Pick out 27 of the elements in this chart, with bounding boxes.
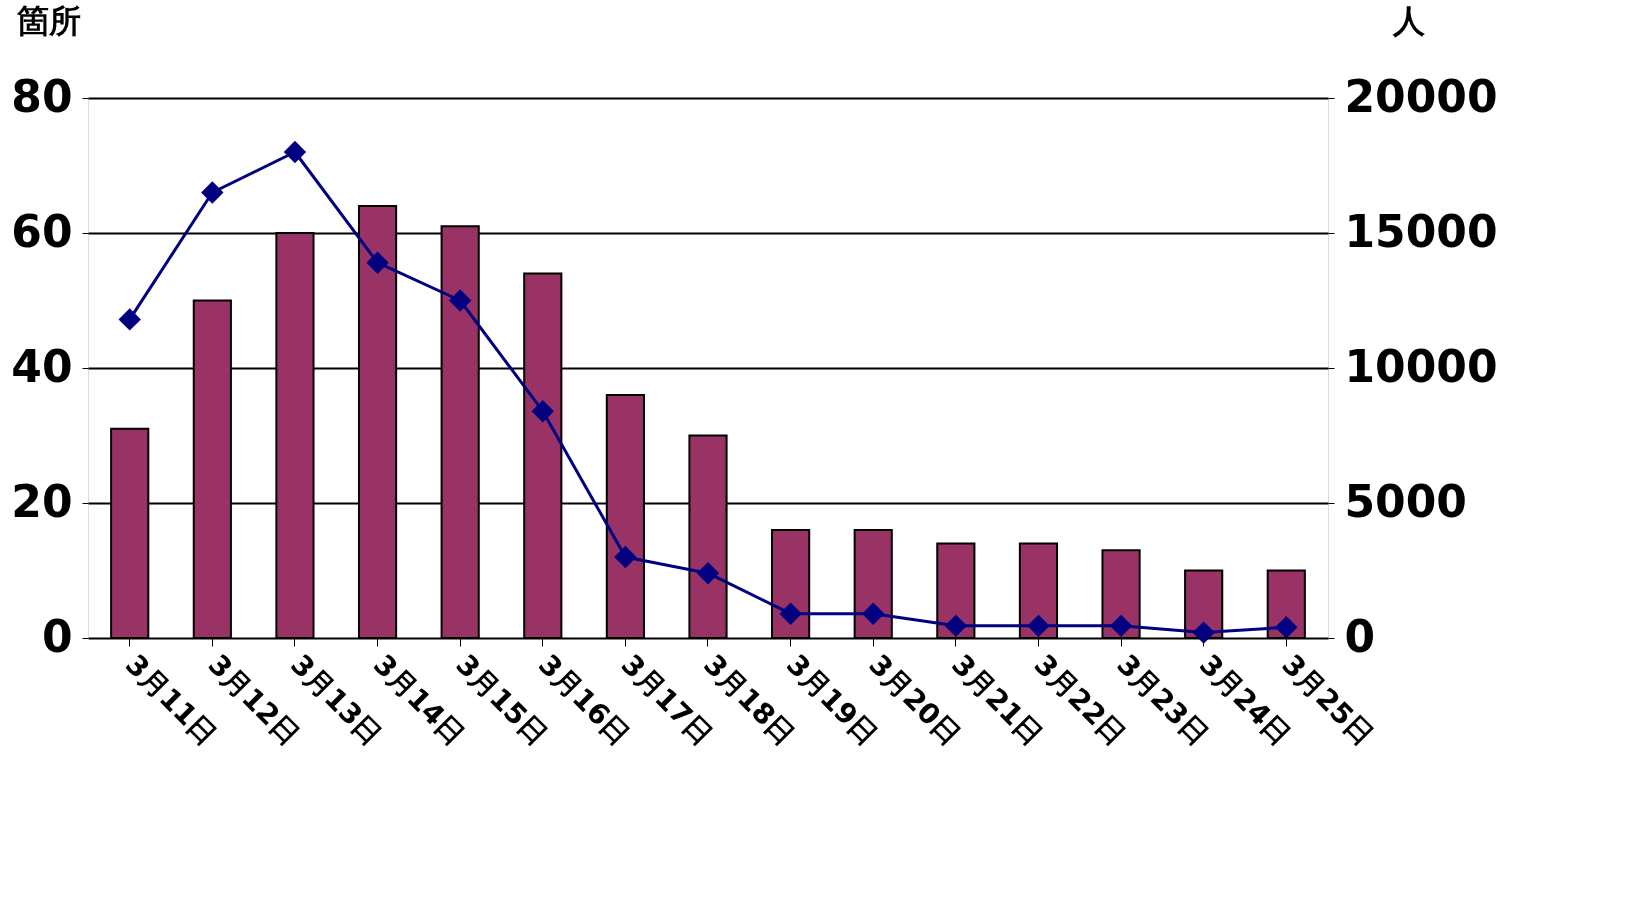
y-tick-label: 60 [11, 205, 73, 257]
point [944, 614, 968, 638]
point [283, 140, 307, 164]
point [779, 602, 802, 625]
y2-tick-label: 5000 [1344, 475, 1467, 527]
point [531, 400, 554, 423]
point [614, 545, 637, 569]
point [862, 602, 885, 625]
y-tick-label: 20 [11, 475, 73, 527]
point [1275, 616, 1298, 639]
y2-axis-title: 人 [1391, 1, 1426, 40]
point [1109, 614, 1133, 638]
y-tick-label: 0 [41, 610, 73, 662]
point [448, 289, 472, 312]
point [696, 562, 720, 585]
y2-tick-label: 15000 [1344, 205, 1498, 257]
point [118, 308, 141, 331]
y2-tick-label: 20000 [1344, 70, 1498, 122]
y2-tick-label: 0 [1344, 610, 1376, 662]
y-tick-label: 80 [11, 70, 73, 122]
y-tick-label: 40 [11, 340, 73, 392]
y2-tick-label: 10000 [1344, 340, 1498, 392]
point [1027, 614, 1050, 638]
point [366, 251, 389, 274]
y-axis-title: 箇所 [15, 1, 81, 40]
point [201, 181, 224, 204]
point [1192, 621, 1215, 644]
